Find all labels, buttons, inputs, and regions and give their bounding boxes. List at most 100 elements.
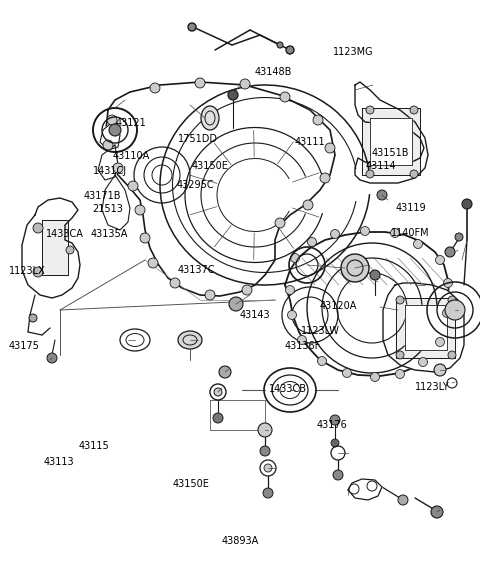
Circle shape	[205, 290, 215, 300]
Circle shape	[228, 90, 238, 100]
Circle shape	[396, 351, 404, 359]
Text: 43295C: 43295C	[177, 180, 214, 191]
Circle shape	[229, 297, 243, 311]
Circle shape	[434, 364, 446, 376]
Circle shape	[263, 488, 273, 498]
Circle shape	[462, 199, 472, 209]
Polygon shape	[98, 145, 118, 180]
Text: 43119: 43119	[396, 203, 427, 213]
Circle shape	[419, 357, 428, 366]
Text: 43120A: 43120A	[319, 301, 357, 311]
Text: 43135A: 43135A	[90, 229, 128, 239]
Circle shape	[317, 356, 326, 365]
Circle shape	[240, 79, 250, 89]
Polygon shape	[355, 82, 428, 183]
Text: 1123LX: 1123LX	[9, 266, 46, 277]
Circle shape	[113, 163, 123, 173]
Text: 1123LW: 1123LW	[301, 326, 340, 336]
Polygon shape	[22, 198, 80, 298]
Circle shape	[435, 256, 444, 265]
Circle shape	[308, 238, 316, 247]
Circle shape	[370, 270, 380, 280]
Text: 43151B: 43151B	[372, 148, 409, 158]
Ellipse shape	[201, 106, 219, 130]
Circle shape	[377, 190, 387, 200]
Circle shape	[366, 106, 374, 114]
Text: 43111: 43111	[294, 137, 325, 147]
Circle shape	[330, 415, 340, 425]
Circle shape	[286, 46, 294, 54]
Circle shape	[410, 170, 418, 178]
Circle shape	[366, 170, 374, 178]
Circle shape	[214, 388, 222, 396]
Circle shape	[213, 413, 223, 423]
Text: 1140FM: 1140FM	[391, 228, 430, 238]
Circle shape	[33, 267, 43, 277]
Circle shape	[275, 218, 285, 228]
Circle shape	[298, 336, 307, 345]
Circle shape	[396, 296, 404, 304]
Ellipse shape	[178, 331, 202, 349]
Circle shape	[391, 229, 399, 238]
Circle shape	[109, 124, 121, 136]
Polygon shape	[285, 232, 449, 376]
Circle shape	[443, 309, 452, 318]
Text: 1433CB: 1433CB	[269, 384, 307, 395]
Circle shape	[320, 173, 330, 183]
Polygon shape	[405, 305, 447, 350]
Circle shape	[313, 115, 323, 125]
Polygon shape	[396, 298, 455, 358]
Circle shape	[343, 369, 351, 378]
Circle shape	[140, 233, 150, 243]
Circle shape	[444, 279, 453, 288]
Text: 43143: 43143	[240, 310, 271, 320]
Text: 43137C: 43137C	[178, 265, 215, 275]
Polygon shape	[362, 108, 420, 175]
Circle shape	[280, 92, 290, 102]
Circle shape	[325, 143, 335, 153]
Circle shape	[331, 439, 339, 447]
Circle shape	[413, 239, 422, 248]
Circle shape	[128, 181, 138, 191]
Circle shape	[148, 258, 158, 268]
Circle shape	[398, 495, 408, 505]
Text: 43115: 43115	[78, 441, 109, 451]
Circle shape	[410, 106, 418, 114]
Circle shape	[135, 205, 145, 215]
Text: 1431CJ: 1431CJ	[93, 166, 127, 176]
Circle shape	[260, 446, 270, 456]
Circle shape	[277, 42, 283, 48]
Text: 43121: 43121	[115, 117, 146, 128]
Circle shape	[242, 285, 252, 295]
Text: 43114: 43114	[366, 161, 396, 171]
Circle shape	[445, 247, 455, 257]
Text: 1123MG: 1123MG	[333, 47, 373, 57]
Circle shape	[290, 253, 300, 262]
Circle shape	[219, 366, 231, 378]
Polygon shape	[42, 220, 68, 275]
Polygon shape	[100, 120, 120, 150]
Circle shape	[455, 233, 463, 241]
Circle shape	[103, 140, 113, 150]
Circle shape	[396, 369, 405, 378]
Circle shape	[170, 278, 180, 288]
Circle shape	[445, 300, 465, 320]
Text: 43113: 43113	[43, 457, 74, 467]
Circle shape	[341, 254, 369, 282]
Text: 43171B: 43171B	[84, 191, 121, 201]
Text: 1751DD: 1751DD	[178, 134, 217, 144]
Text: 43148B: 43148B	[254, 67, 292, 77]
Text: 43150E: 43150E	[192, 161, 229, 171]
Circle shape	[431, 506, 443, 518]
Polygon shape	[348, 479, 382, 500]
Polygon shape	[370, 118, 412, 165]
Polygon shape	[383, 283, 464, 372]
Circle shape	[286, 285, 295, 294]
Circle shape	[288, 310, 297, 320]
Circle shape	[264, 464, 272, 472]
Text: 43175: 43175	[9, 341, 39, 351]
Circle shape	[107, 115, 117, 125]
Polygon shape	[105, 82, 335, 296]
Text: 43893A: 43893A	[221, 536, 259, 546]
Text: 43176: 43176	[317, 420, 348, 430]
